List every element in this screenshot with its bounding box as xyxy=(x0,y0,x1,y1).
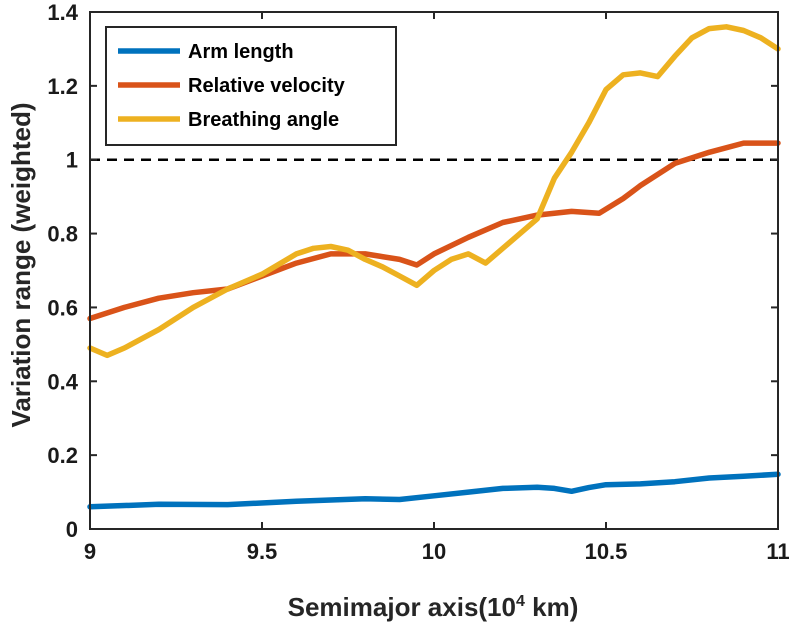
legend-label: Arm length xyxy=(188,41,294,63)
y-tick-label: 0.4 xyxy=(47,369,78,394)
x-tick-label: 10 xyxy=(422,539,446,564)
series-line-breathing-angle xyxy=(87,24,781,359)
x-axis-label-suffix: km) xyxy=(525,592,578,622)
y-tick-label: 1.2 xyxy=(47,74,78,99)
series-line-relative-velocity xyxy=(87,140,781,322)
x-tick-label: 9 xyxy=(84,539,96,564)
y-tick-label: 1.4 xyxy=(47,0,78,25)
y-tick-label: 0.8 xyxy=(47,222,78,247)
y-tick-label: 0.6 xyxy=(47,295,78,320)
x-tick-label: 11 xyxy=(766,539,789,564)
x-tick-label: 9.5 xyxy=(247,539,278,564)
x-axis-label-exponent: 4 xyxy=(516,593,525,610)
y-axis-label: Variation range (weighted) xyxy=(6,102,36,427)
y-tick-label: 0 xyxy=(66,517,78,542)
legend-label: Breathing angle xyxy=(188,109,339,131)
y-tick-label: 1 xyxy=(66,148,78,173)
series-line-arm-length xyxy=(87,471,781,510)
x-axis-label: Semimajor axis(104 km) xyxy=(288,592,579,622)
series-layer xyxy=(87,24,781,510)
x-axis-label-main: Semimajor axis(10 xyxy=(288,592,516,622)
legend-label: Relative velocity xyxy=(188,75,346,97)
ticks-layer: 9 9.5 10 10.5 11 0 0.2 0.4 0.6 0.8 1 1.2 1.4 xyxy=(47,0,789,564)
legend: Arm length Relative velocity Breathing ang… xyxy=(105,26,397,146)
y-tick-label: 0.2 xyxy=(47,443,78,468)
x-tick-label: 10.5 xyxy=(585,539,628,564)
